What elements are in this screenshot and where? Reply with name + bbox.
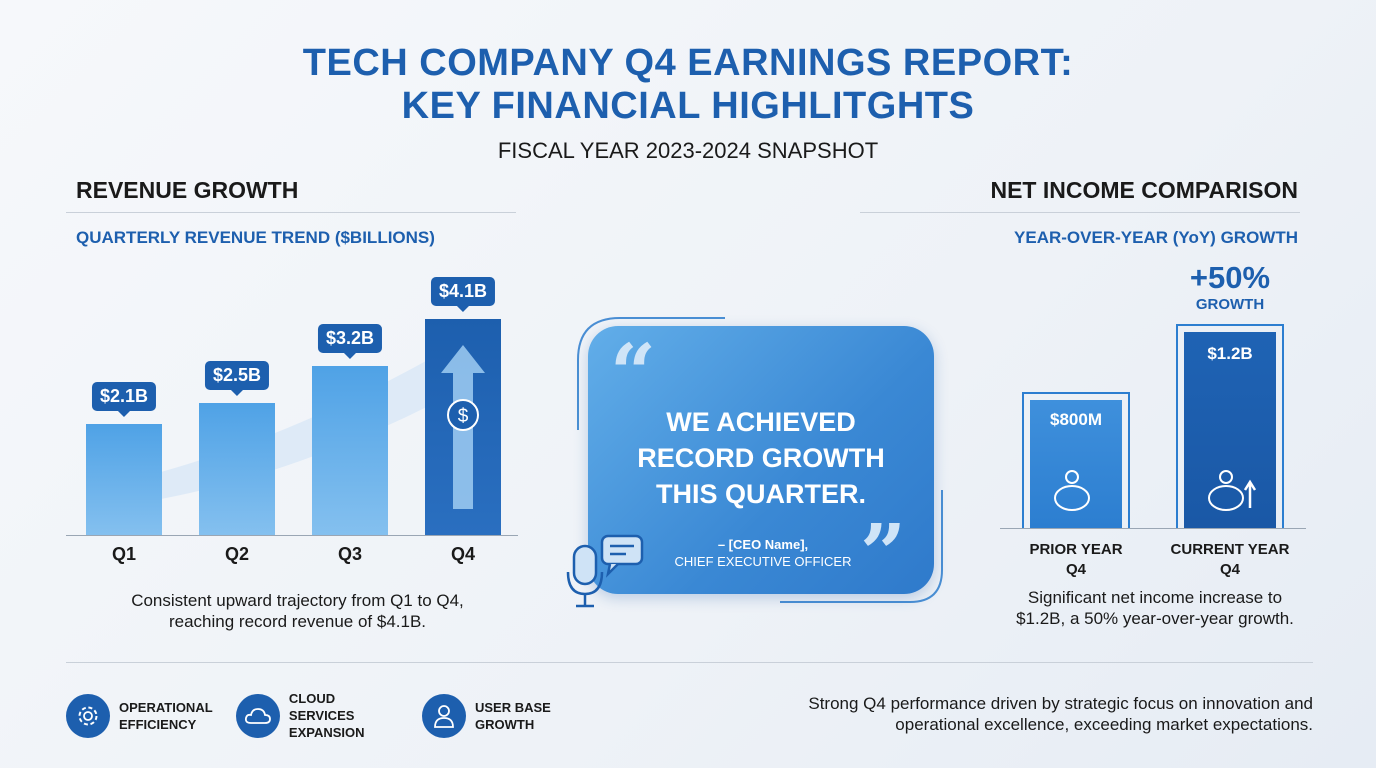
- footer-divider: [66, 662, 1313, 663]
- net-income-bar-prior: $800M: [1022, 392, 1130, 528]
- highlight-label: USER BASE: [475, 699, 551, 715]
- summary-line-2: operational excellence, exceeding market…: [895, 715, 1313, 734]
- revenue-category-label: Q1: [111, 544, 137, 564]
- highlight-label: EFFICIENCY: [119, 716, 197, 732]
- revenue-heading: REVENUE GROWTH: [76, 177, 299, 203]
- net-income-bar-current: $1.2B: [1176, 324, 1284, 528]
- net-income-value-label: $800M: [1050, 410, 1102, 429]
- net-income-axis: [1000, 528, 1306, 529]
- net-income-caption-line-2: $1.2B, a 50% year-over-year growth.: [1016, 609, 1294, 628]
- net-income-subheading: YEAR-OVER-YEAR (YoY) GROWTH: [1014, 228, 1298, 247]
- revenue-caption: Consistent upward trajectory from Q1 to …: [60, 590, 535, 632]
- revenue-category-label: Q4: [450, 544, 476, 564]
- revenue-caption-line-1: Consistent upward trajectory from Q1 to …: [131, 591, 464, 610]
- gear-icon: [66, 693, 110, 738]
- net-income-value-label: $1.2B: [1207, 344, 1253, 363]
- revenue-caption-line-2: reaching record revenue of $4.1B.: [168, 612, 427, 631]
- subtitle: FISCAL YEAR 2023-2024 SNAPSHOT: [497, 138, 879, 163]
- highlight-label: EXPANSION: [288, 725, 365, 740]
- svg-text:$: $: [458, 406, 469, 427]
- revenue-bar-q4: $: [425, 319, 501, 535]
- revenue-bar-q1: [86, 424, 162, 535]
- highlight-user-base: USER BASE GROWTH: [422, 690, 551, 741]
- quote-line-1: WE ACHIEVED: [666, 407, 856, 437]
- net-income-heading: NET INCOME COMPARISON: [990, 177, 1298, 203]
- growth-label: GROWTH: [1195, 296, 1265, 313]
- quote-card: “ WE ACHIEVED RECORD GROWTH THIS QUARTER…: [588, 326, 934, 600]
- user-icon: [422, 693, 466, 738]
- revenue-axis: [66, 535, 518, 536]
- highlight-label: OPERATIONAL: [119, 699, 213, 715]
- piggy-bank-icon: [1208, 470, 1257, 511]
- revenue-category-label: Q2: [224, 544, 250, 564]
- highlight-label: CLOUD SERVICES: [288, 691, 355, 723]
- footer-summary: Strong Q4 performance driven by strategi…: [808, 693, 1313, 735]
- cloud-icon: [236, 693, 280, 738]
- revenue-value-label: $3.2B: [317, 324, 383, 360]
- summary-line-1: Strong Q4 performance driven by strategi…: [808, 694, 1313, 713]
- revenue-value-label: $2.5B: [204, 361, 270, 397]
- quote-author: – [CEO Name],: [717, 537, 809, 552]
- net-income-category-label: CURRENT YEAR Q4: [1170, 541, 1290, 578]
- close-quote-icon: ”: [860, 506, 907, 600]
- highlight-cloud-services: CLOUD SERVICES EXPANSION: [236, 690, 404, 741]
- net-income-caption-line-1: Significant net income increase to: [1027, 588, 1283, 607]
- revenue-value-label: $2.1B: [91, 382, 157, 418]
- microphone-chat-icon: [566, 534, 644, 608]
- divider: [860, 212, 1300, 213]
- net-income-bar-chart: $800M $1.2B: [1000, 320, 1306, 528]
- growth-arrow-dollar-icon: $: [441, 345, 485, 509]
- divider: [66, 212, 516, 213]
- revenue-subheading: QUARTERLY REVENUE TREND ($BILLIONS): [76, 228, 435, 247]
- quote-line-3: THIS QUARTER.: [655, 479, 866, 509]
- title-line-2: KEY FINANCIAL HIGHLITGHTS: [401, 85, 975, 127]
- growth-value: +50%: [1189, 260, 1271, 295]
- title-line-1: TECH COMPANY Q4 EARNINGS REPORT:: [302, 42, 1074, 84]
- revenue-bar-chart: $2.1B Q1 $2.5B Q2 $3.2B Q3 $ $4.1B Q4: [66, 250, 516, 564]
- revenue-category-label: Q3: [337, 544, 363, 564]
- quote-frame: [577, 317, 943, 603]
- highlight-label: GROWTH: [475, 716, 535, 732]
- open-quote-icon: “: [610, 326, 657, 420]
- quote-role: CHIEF EXECUTIVE OFFICER: [674, 554, 852, 569]
- net-income-category-label: PRIOR YEAR Q4: [1029, 541, 1123, 578]
- highlight-operational-efficiency: OPERATIONAL EFFICIENCY: [66, 690, 218, 741]
- revenue-bar-q3: [312, 366, 388, 535]
- revenue-value-label: $4.1B: [430, 277, 496, 312]
- revenue-bar-q2: [199, 403, 275, 535]
- piggy-bank-icon: [1054, 470, 1090, 511]
- net-income-caption: Significant net income increase to $1.2B…: [985, 587, 1325, 629]
- quote-line-2: RECORD GROWTH: [637, 443, 885, 473]
- quote-text: WE ACHIEVED RECORD GROWTH THIS QUARTER.: [588, 404, 934, 512]
- footer-highlights: OPERATIONAL EFFICIENCY CLOUD SERVICES EXPA…: [66, 690, 551, 741]
